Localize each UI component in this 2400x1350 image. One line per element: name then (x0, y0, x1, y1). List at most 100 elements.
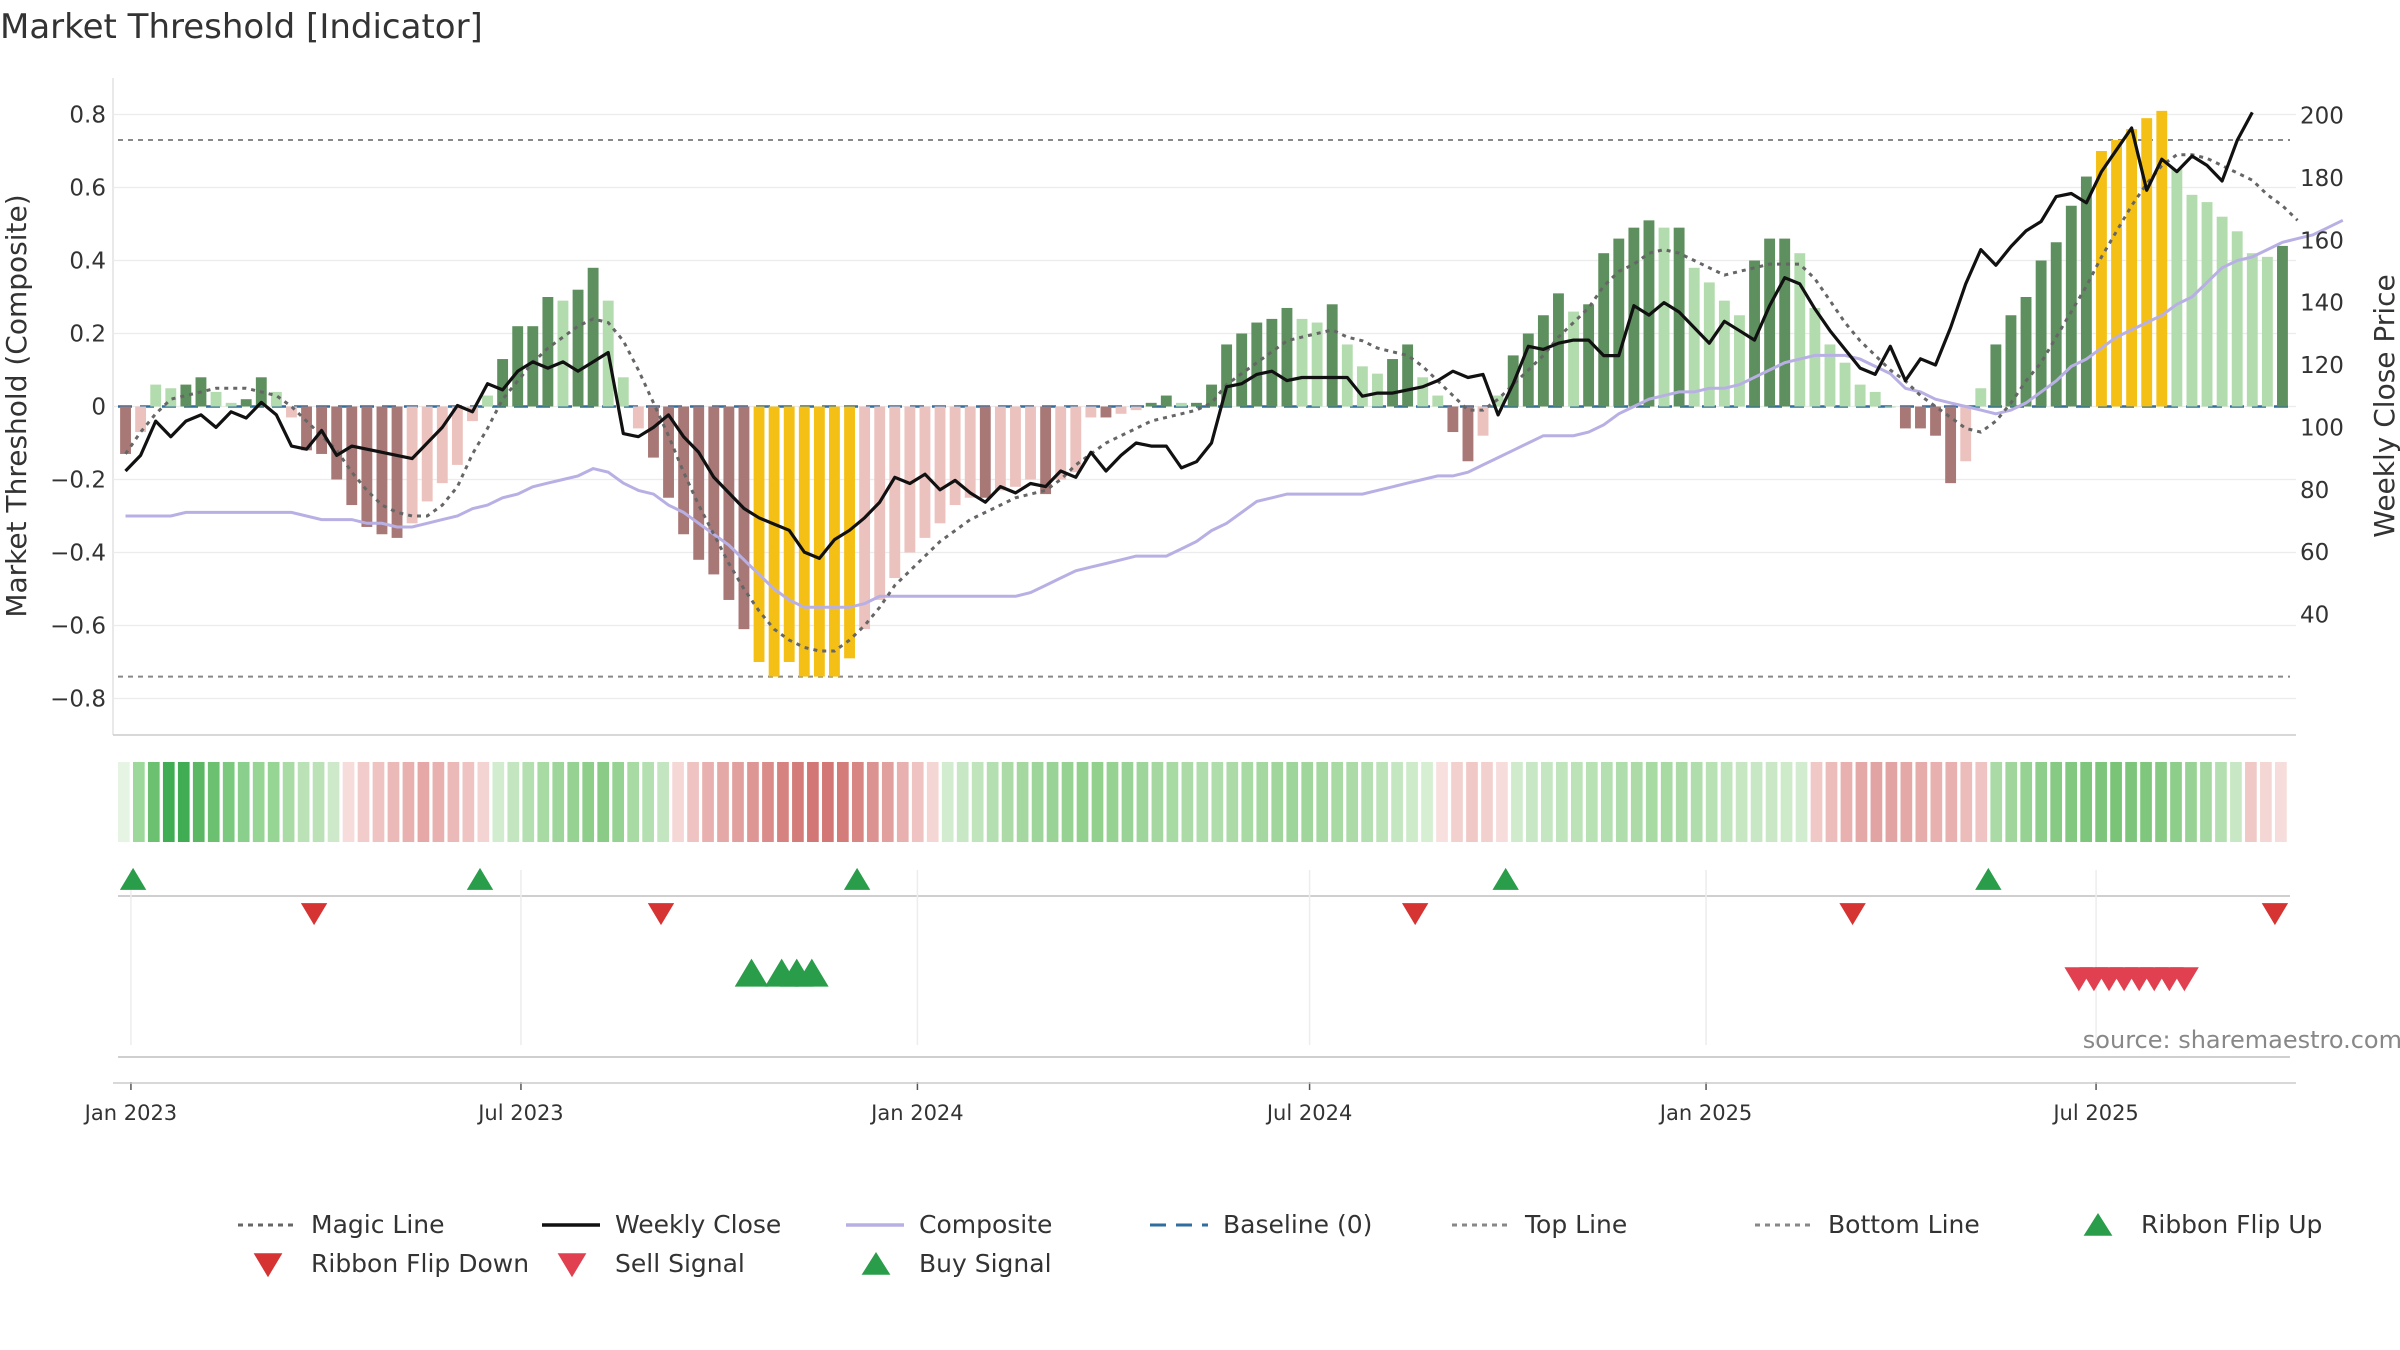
ribbon-cell (1106, 762, 1119, 842)
ribbon-cell (1421, 762, 1433, 842)
ribbon-cell (477, 762, 490, 842)
composite-bar (1085, 406, 1097, 418)
composite-bar (1779, 238, 1791, 407)
composite-bar (1869, 391, 1881, 407)
ribbon-cell (1765, 762, 1778, 842)
ribbon-cell (1226, 762, 1239, 842)
composite-bar (1990, 344, 2002, 407)
ribbon-cell (447, 762, 460, 842)
composite-bar (2096, 151, 2107, 407)
composite-bar (572, 289, 584, 407)
composite-bar (663, 406, 674, 498)
ribbon-cell (1346, 762, 1358, 842)
ribbon-flip-up-marker (843, 867, 871, 890)
legend-item: Buy Signal (861, 1249, 1052, 1278)
ribbon-cell (1990, 762, 2003, 842)
composite-bar (1236, 333, 1248, 407)
ribbon-cell (1061, 762, 1074, 842)
legend-item: Top Line (1452, 1210, 1627, 1239)
composite-bar (1568, 311, 1579, 407)
ribbon-cell (1840, 762, 1853, 842)
ribbon-cell (1526, 762, 1538, 842)
composite-bar (1537, 315, 1549, 407)
legend-label: Baseline (0) (1223, 1210, 1372, 1239)
ribbon-cell (1630, 762, 1643, 842)
ribbon-cell (1870, 762, 1883, 842)
ribbon-cell (2275, 762, 2287, 842)
ribbon-cell (1451, 762, 1463, 842)
ribbon-cell (297, 762, 310, 842)
composite-bar (1191, 402, 1202, 407)
composite-bar (1794, 253, 1806, 407)
ribbon-cell (1975, 762, 1988, 842)
ribbon-cell (1001, 762, 1014, 842)
legend-swatch (861, 1252, 891, 1275)
composite-bar (1899, 406, 1911, 429)
ribbon-cell (132, 762, 145, 842)
composite-bar (1688, 267, 1700, 407)
composite-bar (648, 406, 659, 458)
date-tick-label: Jul 2025 (2051, 1101, 2138, 1125)
composite-bar (361, 406, 373, 527)
ribbon-cell (1466, 762, 1478, 842)
buy-signal-marker (795, 958, 829, 987)
composite-bar (436, 406, 448, 484)
ribbon-cell (837, 762, 849, 842)
ribbon-cell (357, 762, 370, 842)
composite-bar (346, 406, 358, 506)
y2-tick-label: 180 (2300, 166, 2344, 192)
date-tick-label: Jan 2023 (83, 1101, 178, 1125)
ribbon-cell (717, 762, 729, 842)
composite-bar (2035, 260, 2047, 407)
composite-bar (406, 406, 418, 524)
composite-bar (1809, 307, 1821, 407)
y-axis-left-ticks: 0.8 0.6 0.4 0.2 0 −0.2 −0.4 −0.6 −0.8 (50, 103, 106, 713)
composite-bar (844, 406, 855, 659)
y-axis-right-ticks: 200 180 160 140 120 100 80 60 40 (2300, 104, 2344, 629)
ribbon-cell (1301, 762, 1314, 842)
ribbon-cell (1406, 762, 1418, 842)
ribbon-cell (2200, 762, 2212, 842)
ribbon-flip-up-marker (466, 867, 494, 890)
y-axis-right-label: Weekly Close Price (2368, 274, 2400, 537)
ribbon-cell (1690, 762, 1703, 842)
composite-bar (1718, 300, 1730, 407)
ribbon-cell (1735, 762, 1748, 842)
legend-label: Composite (919, 1210, 1052, 1239)
ribbon-cell (1570, 762, 1583, 842)
ribbon-cell (222, 762, 235, 842)
composite-bar (512, 326, 524, 407)
ribbon-cell (282, 762, 295, 842)
legend-item: Sell Signal (557, 1249, 745, 1278)
ribbon-cell (747, 762, 759, 842)
ribbon-cell (342, 762, 355, 842)
ribbon-cell (1361, 762, 1373, 842)
ribbon-cell (1511, 762, 1523, 842)
composite-bar (2216, 216, 2228, 407)
ribbon-cell (1810, 762, 1823, 842)
composite-bar (542, 297, 554, 407)
ribbon-cell (2155, 762, 2167, 842)
legend: Magic Line Weekly Close Composite Baseline … (238, 1210, 2322, 1278)
legend-item: Weekly Close (542, 1210, 781, 1239)
composite-bar (1281, 307, 1293, 407)
ribbon-cell (2020, 762, 2033, 842)
composite-bar (2050, 242, 2062, 407)
ribbon-cell (2140, 762, 2152, 842)
legend-label: Sell Signal (615, 1249, 745, 1278)
y-tick-label: 0 (91, 395, 106, 421)
composite-bar (120, 406, 131, 454)
y-tick-label: 0.2 (69, 322, 106, 348)
y-tick-label: −0.4 (50, 541, 106, 567)
composite-bar (964, 406, 976, 498)
ribbon-cell (1046, 762, 1059, 842)
legend-item: Baseline (0) (1150, 1210, 1372, 1239)
ribbon-cell (387, 762, 400, 842)
ribbon-cell (2245, 762, 2257, 842)
composite-bar (889, 406, 901, 579)
signal-panels (118, 867, 2290, 1058)
ribbon-cell (1496, 762, 1508, 842)
composite-bar (301, 406, 312, 451)
ribbon-cell (462, 762, 475, 842)
ribbon-cell (1181, 762, 1194, 842)
